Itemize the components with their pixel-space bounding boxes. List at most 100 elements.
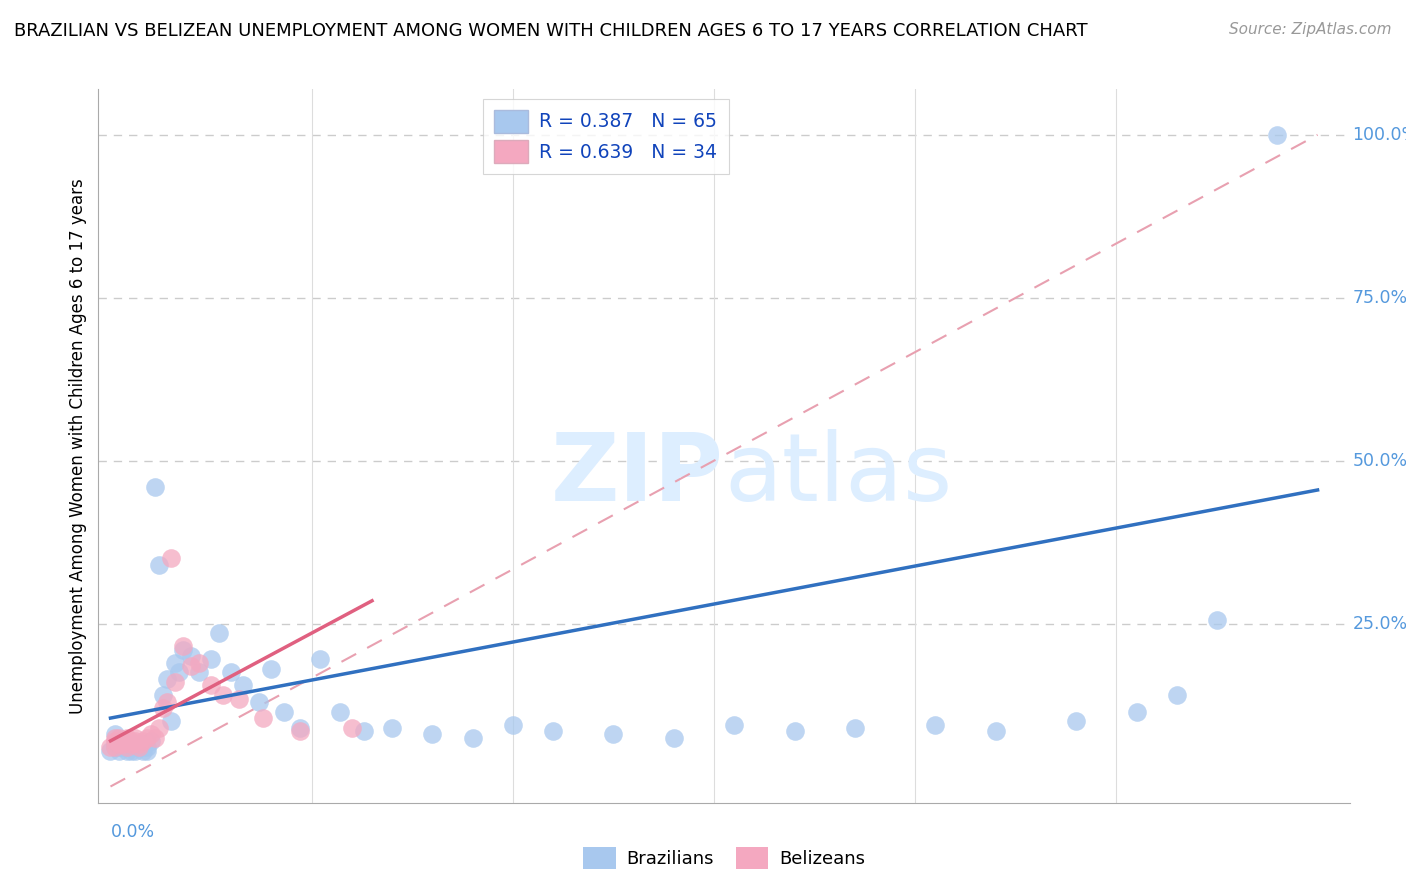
Point: [128, 740, 150, 755]
Point: [128, 737, 150, 751]
Point: [844, 721, 866, 735]
Legend: Brazilians, Belizeans: Brazilians, Belizeans: [576, 839, 872, 876]
Point: [143, 731, 166, 745]
Point: [103, 731, 125, 745]
Point: [100, 740, 122, 755]
Text: 25.0%: 25.0%: [1353, 615, 1406, 632]
Point: [124, 731, 146, 745]
Point: [115, 731, 138, 745]
Point: [228, 691, 250, 706]
Point: [131, 740, 153, 755]
Point: [135, 740, 157, 755]
Point: [783, 724, 806, 739]
Point: [180, 659, 202, 673]
Text: Source: ZipAtlas.com: Source: ZipAtlas.com: [1229, 22, 1392, 37]
Point: [128, 740, 150, 755]
Point: [156, 695, 179, 709]
Point: [152, 688, 174, 702]
Text: 50.0%: 50.0%: [1353, 451, 1406, 470]
Point: [1206, 613, 1229, 627]
Point: [232, 678, 254, 692]
Point: [163, 675, 186, 690]
Point: [107, 731, 129, 745]
Point: [163, 656, 186, 670]
Point: [124, 734, 146, 748]
Point: [308, 652, 330, 666]
Text: BRAZILIAN VS BELIZEAN UNEMPLOYMENT AMONG WOMEN WITH CHILDREN AGES 6 TO 17 YEARS : BRAZILIAN VS BELIZEAN UNEMPLOYMENT AMONG…: [14, 22, 1088, 40]
Point: [288, 721, 311, 735]
Point: [1125, 705, 1147, 719]
Point: [111, 734, 134, 748]
Text: ZIP: ZIP: [551, 428, 724, 521]
Point: [124, 737, 146, 751]
Point: [120, 744, 142, 758]
Point: [100, 744, 122, 758]
Point: [139, 734, 162, 748]
Point: [541, 724, 564, 739]
Point: [252, 711, 274, 725]
Point: [124, 744, 146, 758]
Point: [148, 721, 170, 735]
Point: [662, 731, 685, 745]
Point: [103, 727, 125, 741]
Point: [143, 480, 166, 494]
Point: [135, 731, 157, 745]
Point: [107, 737, 129, 751]
Point: [111, 737, 134, 751]
Point: [131, 737, 153, 751]
Point: [260, 662, 283, 676]
Point: [329, 705, 352, 719]
Point: [160, 714, 183, 729]
Point: [131, 734, 153, 748]
Point: [103, 740, 125, 755]
Point: [172, 642, 194, 657]
Point: [107, 734, 129, 748]
Text: atlas: atlas: [724, 428, 952, 521]
Point: [124, 740, 146, 755]
Point: [1265, 128, 1288, 142]
Text: 75.0%: 75.0%: [1353, 289, 1406, 307]
Point: [502, 717, 524, 731]
Point: [120, 740, 142, 755]
Point: [247, 695, 270, 709]
Point: [128, 737, 150, 751]
Point: [103, 734, 125, 748]
Point: [208, 626, 231, 640]
Point: [924, 717, 946, 731]
Text: 100.0%: 100.0%: [1353, 126, 1406, 144]
Point: [461, 731, 484, 745]
Point: [107, 737, 129, 751]
Point: [180, 649, 202, 664]
Point: [353, 724, 375, 739]
Point: [156, 672, 179, 686]
Point: [115, 740, 138, 755]
Y-axis label: Unemployment Among Women with Children Ages 6 to 17 years: Unemployment Among Women with Children A…: [69, 178, 87, 714]
Point: [167, 665, 190, 680]
Point: [200, 678, 222, 692]
Point: [219, 665, 242, 680]
Point: [120, 734, 142, 748]
Point: [602, 727, 624, 741]
Point: [984, 724, 1007, 739]
Point: [212, 688, 235, 702]
Point: [172, 640, 194, 654]
Point: [723, 717, 745, 731]
Point: [340, 721, 363, 735]
Point: [152, 701, 174, 715]
Point: [115, 740, 138, 755]
Point: [200, 652, 222, 666]
Point: [160, 551, 183, 566]
Point: [131, 744, 153, 758]
Point: [422, 727, 444, 741]
Point: [188, 656, 211, 670]
Point: [120, 737, 142, 751]
Text: 0.0%: 0.0%: [111, 822, 155, 841]
Point: [1064, 714, 1087, 729]
Point: [273, 705, 295, 719]
Point: [1166, 688, 1188, 702]
Point: [188, 665, 211, 680]
Point: [148, 558, 170, 572]
Point: [381, 721, 404, 735]
Point: [139, 727, 162, 741]
Point: [107, 744, 129, 758]
